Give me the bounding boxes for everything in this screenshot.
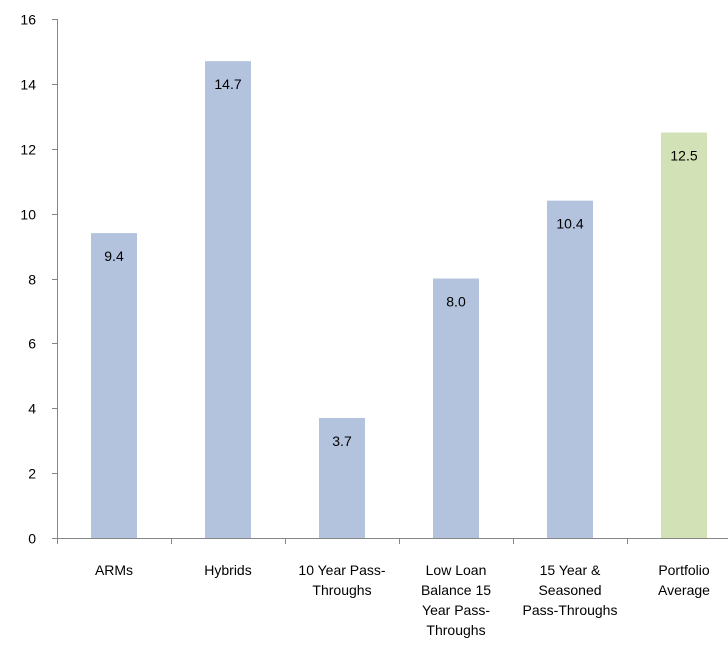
bar	[91, 233, 137, 538]
x-tick-label: 15 Year & Seasoned Pass-Throughs	[523, 562, 618, 618]
y-tick-label: 4	[28, 401, 36, 417]
x-axis-ticks: ARMs Hybrids 10 Year Pass-Throughs Low Loan…	[57, 538, 710, 638]
bar	[547, 200, 593, 538]
bar	[433, 278, 479, 538]
y-tick-label: 16	[20, 12, 36, 28]
y-tick-label: 14	[20, 77, 36, 93]
bar	[661, 132, 707, 538]
data-label: 9.4	[104, 248, 124, 264]
y-tick-label: 0	[28, 531, 36, 547]
x-tick-label: 10 Year Pass-Throughs	[298, 562, 386, 598]
axes	[57, 19, 728, 539]
y-axis-ticks: 0 2 4 6 8 10 12 14 16	[20, 12, 57, 547]
y-tick-label: 2	[28, 466, 36, 482]
x-tick-label: ARMs	[95, 562, 133, 578]
y-tick-label: 10	[20, 207, 36, 223]
bar	[319, 417, 365, 538]
data-label: 14.7	[214, 76, 241, 92]
data-label: 8.0	[446, 294, 466, 310]
data-labels: 9.4 14.7 3.7 8.0 10.4 12.5	[104, 76, 698, 449]
data-label: 3.7	[332, 433, 352, 449]
data-label: 10.4	[556, 216, 583, 232]
bars	[91, 61, 707, 538]
x-tick-label: Portfolio Average	[658, 562, 710, 598]
x-tick-label: Low Loan Balance 15 Year Pass-Throughs	[421, 562, 491, 638]
y-tick-label: 6	[28, 336, 36, 352]
y-tick-label: 8	[28, 272, 36, 288]
y-tick-label: 12	[20, 142, 36, 158]
bar	[205, 61, 251, 538]
x-tick-label: Hybrids	[204, 562, 251, 578]
data-label: 12.5	[670, 148, 697, 164]
